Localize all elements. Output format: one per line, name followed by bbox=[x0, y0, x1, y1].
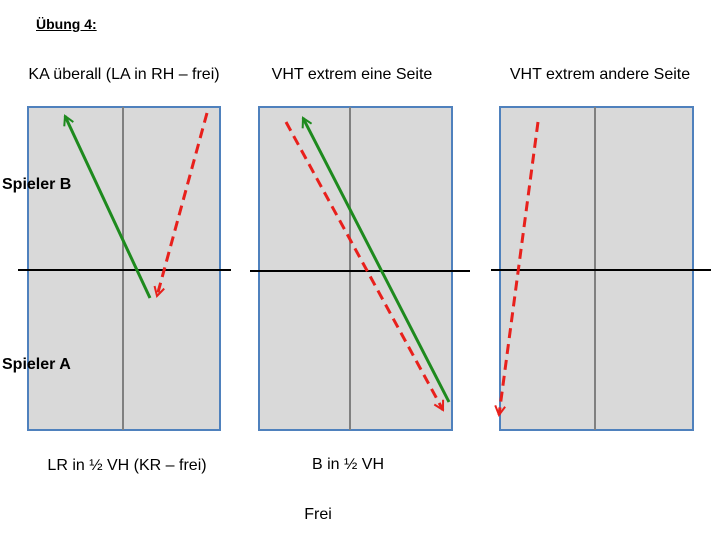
player-label: Spieler B bbox=[2, 176, 72, 193]
table-1 bbox=[18, 106, 231, 431]
panel-title: KA überall (LA in RH – frei) bbox=[28, 66, 220, 83]
player-label: Spieler A bbox=[2, 356, 71, 373]
footer-text: Frei bbox=[304, 506, 332, 523]
arrow bbox=[284, 121, 445, 410]
panel-caption: B in ½ VH bbox=[311, 456, 385, 473]
table-2 bbox=[250, 106, 470, 431]
arrow bbox=[301, 118, 451, 403]
panel-caption: LR in ½ VH (KR – frei) bbox=[47, 457, 207, 474]
panel-title: VHT extrem eine Seite bbox=[271, 66, 433, 83]
arrow bbox=[65, 116, 152, 299]
table-3 bbox=[491, 106, 711, 431]
arrow bbox=[499, 121, 540, 415]
panel-title: VHT extrem andere Seite bbox=[509, 66, 691, 83]
slide-title: Übung 4: bbox=[36, 16, 97, 32]
